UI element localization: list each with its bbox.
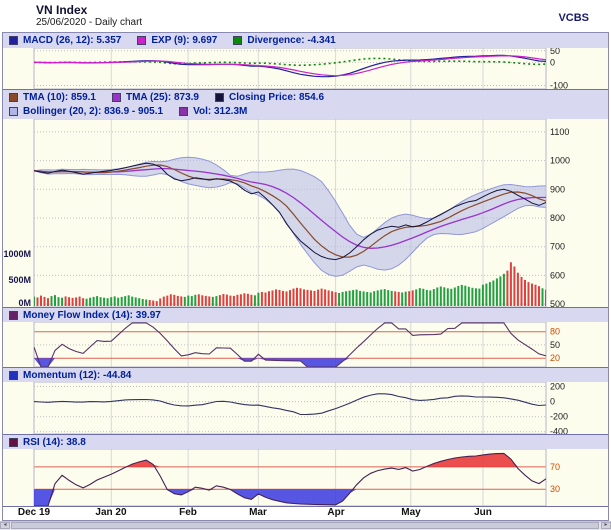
rsi-plot: 70 30 [3,449,608,506]
volume-axis-tick: 1000M [3,249,31,259]
tma25-swatch [111,93,121,102]
mfi-plot: 80 50 20 [3,322,608,367]
macd-plot: 500 -100 [3,48,608,89]
volume-swatch [179,107,189,116]
momentum-legend-label: Momentum (12): -44.84 [23,370,132,381]
exp-swatch [137,36,147,45]
x-axis-label: Feb [179,507,197,518]
divergence-legend-label: Divergence: -4.341 [247,35,336,46]
price-legend-row2: Bollinger (20, 2): 836.9 - 905.1 Vol: 31… [3,104,608,119]
x-axis-label: Dec 19 [17,507,51,518]
y-axis-tick: 1100 [550,127,569,137]
brand-logo: VCBS [558,12,589,24]
closing-price-swatch [214,93,224,102]
mfi-panel: Money Flow Index (14): 39.97 80 50 20 [3,307,608,367]
rsi-legend: RSI (14): 38.8 [3,434,608,449]
y-axis-tick: 80 [550,327,560,337]
macd-legend: MACD (26, 12): 5.357 EXP (9): 9.697 Dive… [3,33,608,48]
volume-axis-tick: 500M [8,275,31,285]
x-axis-label: Apr [327,507,345,518]
y-axis-tick: 50 [550,340,560,350]
y-axis-tick: -200 [550,412,568,422]
y-axis-tick: -100 [550,81,568,90]
bollinger-swatch [9,107,18,116]
price-panel: TMA (10): 859.1 TMA (25): 873.9 Closing … [3,89,608,307]
y-axis-tick: 600 [550,270,565,280]
mfi-legend-label: Money Flow Index (14): 39.97 [23,310,161,321]
rsi-panel: RSI (14): 38.8 70 30 [3,434,608,506]
momentum-swatch [9,371,18,380]
momentum-plot: 200 0 -200 -400 [3,382,608,434]
closing-price-legend-label: Closing Price: 854.6 [228,92,325,103]
price-plot: 1100 1000 900 800 700 600 500 1000M 500M 0M [3,119,608,307]
momentum-legend: Momentum (12): -44.84 [3,367,608,382]
x-axis-label: Jun [474,507,492,518]
momentum-panel: Momentum (12): -44.84 200 0 -200 -400 [3,367,608,434]
mfi-legend: Money Flow Index (14): 39.97 [3,307,608,322]
rsi-legend-label: RSI (14): 38.8 [23,437,86,448]
chart-container: MACD (26, 12): 5.357 EXP (9): 9.697 Dive… [2,32,609,521]
x-axis-label: Jan 20 [95,507,127,518]
y-axis-tick: 800 [550,213,565,223]
exp-legend-label: EXP (9): 9.697 [151,35,218,46]
y-axis-tick: 0 [550,397,555,407]
chart-subtitle: 25/06/2020 - Daily chart [36,17,143,28]
x-axis-label: May [401,507,421,518]
rsi-swatch [9,438,18,447]
y-axis-tick: 20 [550,353,560,363]
divergence-swatch [233,36,243,45]
y-axis-tick: 70 [550,462,560,472]
price-legend-row1: TMA (10): 859.1 TMA (25): 873.9 Closing … [3,89,608,104]
tma10-legend-label: TMA (10): 859.1 [23,92,96,103]
tma25-legend-label: TMA (25): 873.9 [125,92,199,103]
y-axis-tick: 1000 [550,156,570,166]
y-axis-tick: -400 [550,427,568,434]
scroll-right-button[interactable]: ▸ [601,522,611,529]
x-axis: Dec 19 Jan 20 Feb Mar Apr May Jun [3,506,608,520]
page-title: VN Index [36,3,88,17]
bollinger-legend-label: Bollinger (20, 2): 836.9 - 905.1 [23,106,164,117]
scrollbar-thumb[interactable] [11,522,599,529]
mfi-swatch [9,311,18,320]
y-axis-tick: 50 [550,48,560,56]
x-axis-label: Mar [249,507,267,518]
y-axis-tick: 200 [550,382,565,392]
macd-swatch [9,36,18,45]
volume-axis-tick: 0M [18,298,31,307]
y-axis-tick: 0 [550,57,555,67]
scroll-left-button[interactable]: ◂ [0,522,10,529]
y-axis-tick: 30 [550,484,560,494]
y-axis-tick: 500 [550,299,565,307]
macd-legend-label: MACD (26, 12): 5.357 [23,35,122,46]
y-axis-tick: 900 [550,184,565,194]
tma10-swatch [9,93,18,102]
volume-legend-label: Vol: 312.3M [193,106,248,117]
y-axis-tick: 700 [550,242,565,252]
macd-panel: MACD (26, 12): 5.357 EXP (9): 9.697 Dive… [3,33,608,89]
